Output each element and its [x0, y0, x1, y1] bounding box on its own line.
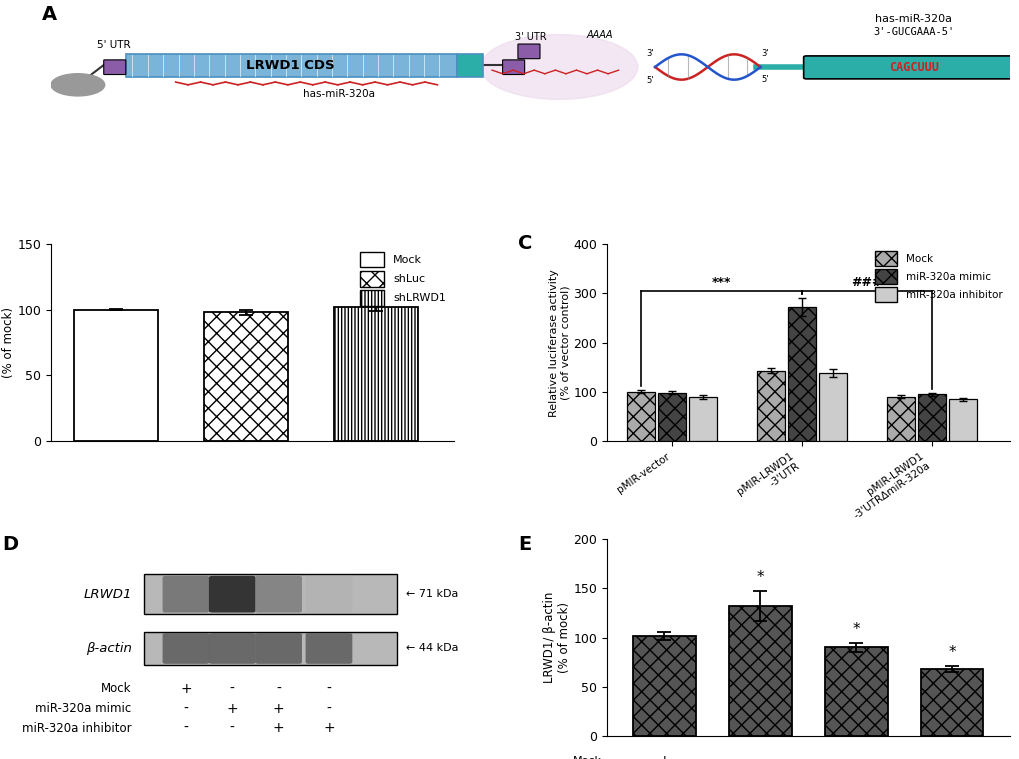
Text: 3'-GUCGAAA-5': 3'-GUCGAAA-5': [872, 27, 954, 37]
FancyBboxPatch shape: [162, 633, 209, 664]
Bar: [756, 370, 784, 441]
Text: ***: ***: [711, 276, 731, 289]
Text: LRWD1: LRWD1: [84, 587, 131, 600]
FancyBboxPatch shape: [125, 54, 457, 77]
Bar: [657, 393, 686, 441]
FancyBboxPatch shape: [209, 576, 256, 613]
FancyBboxPatch shape: [144, 575, 397, 614]
Text: miR-320a mimic: miR-320a mimic: [36, 702, 131, 715]
Y-axis label: miR-320/RUN6B
(% of mock): miR-320/RUN6B (% of mock): [0, 295, 14, 389]
FancyBboxPatch shape: [162, 576, 209, 613]
Text: -: -: [949, 754, 954, 759]
Bar: [626, 392, 654, 441]
Text: +: +: [226, 701, 237, 716]
Text: 3': 3': [646, 49, 653, 58]
FancyBboxPatch shape: [306, 633, 352, 664]
Bar: [787, 307, 815, 441]
Y-axis label: Relative luciferase activity
(% of vector control): Relative luciferase activity (% of vecto…: [548, 269, 570, 417]
FancyBboxPatch shape: [518, 44, 539, 58]
FancyBboxPatch shape: [457, 54, 483, 77]
Text: E: E: [518, 535, 531, 554]
Text: +: +: [180, 682, 192, 696]
Text: ← 71 kDa: ← 71 kDa: [406, 589, 458, 599]
FancyBboxPatch shape: [803, 56, 1019, 79]
Legend: Mock, shLuc, shLRWD1: Mock, shLuc, shLRWD1: [358, 250, 448, 308]
Bar: [886, 397, 914, 441]
Circle shape: [51, 74, 105, 96]
Text: 3' UTR: 3' UTR: [514, 33, 546, 43]
Text: -: -: [229, 721, 234, 735]
Text: CAGCUUU: CAGCUUU: [889, 61, 937, 74]
Bar: [633, 635, 695, 736]
Text: *: *: [852, 622, 859, 637]
Bar: [917, 395, 945, 441]
FancyBboxPatch shape: [255, 576, 302, 613]
Text: *: *: [756, 570, 763, 585]
Text: AAAA: AAAA: [586, 30, 612, 40]
Text: C: C: [518, 234, 532, 253]
Text: 3': 3': [761, 49, 768, 58]
Text: -: -: [183, 701, 189, 716]
FancyBboxPatch shape: [104, 60, 125, 74]
Text: β-actin: β-actin: [86, 642, 131, 655]
FancyBboxPatch shape: [306, 576, 352, 613]
FancyBboxPatch shape: [255, 633, 302, 664]
Bar: [73, 310, 158, 441]
Text: D: D: [3, 535, 18, 554]
Text: -: -: [853, 754, 858, 759]
Bar: [920, 669, 982, 736]
Text: 5': 5': [646, 77, 653, 85]
Bar: [948, 399, 976, 441]
Text: +: +: [272, 721, 284, 735]
Text: -: -: [183, 721, 189, 735]
Text: -: -: [276, 682, 281, 696]
FancyBboxPatch shape: [502, 60, 524, 74]
Y-axis label: LRWD1/ β-actin
(% of mock): LRWD1/ β-actin (% of mock): [542, 592, 570, 683]
Text: has-miR-320a: has-miR-320a: [303, 89, 374, 99]
Text: -: -: [757, 754, 762, 759]
FancyBboxPatch shape: [209, 633, 256, 664]
Text: ###: ###: [850, 276, 881, 289]
Circle shape: [480, 34, 637, 99]
Legend: Mock, miR-320a mimic, miR-320a inhibitor: Mock, miR-320a mimic, miR-320a inhibitor: [871, 249, 1004, 304]
Text: Mock: Mock: [573, 756, 601, 759]
Text: +: +: [272, 701, 284, 716]
Text: LRWD1 CDS: LRWD1 CDS: [247, 59, 334, 72]
Text: miR-320a inhibitor: miR-320a inhibitor: [22, 722, 131, 735]
Bar: [333, 307, 418, 441]
Text: -: -: [326, 701, 331, 716]
Bar: [729, 606, 791, 736]
Text: -: -: [326, 682, 331, 696]
Bar: [824, 647, 887, 736]
Text: -: -: [229, 682, 234, 696]
Text: *: *: [948, 645, 955, 660]
Text: A: A: [42, 5, 56, 24]
FancyBboxPatch shape: [144, 631, 397, 665]
Text: 5' UTR: 5' UTR: [97, 40, 130, 50]
Text: 5': 5': [761, 75, 768, 84]
Text: +: +: [658, 754, 669, 759]
Text: Mock: Mock: [101, 682, 131, 695]
Bar: [818, 373, 846, 441]
Bar: [204, 313, 288, 441]
Text: has-miR-320a: has-miR-320a: [874, 14, 952, 24]
Text: +: +: [323, 721, 334, 735]
Bar: [689, 397, 716, 441]
Text: ← 44 kDa: ← 44 kDa: [406, 644, 458, 653]
